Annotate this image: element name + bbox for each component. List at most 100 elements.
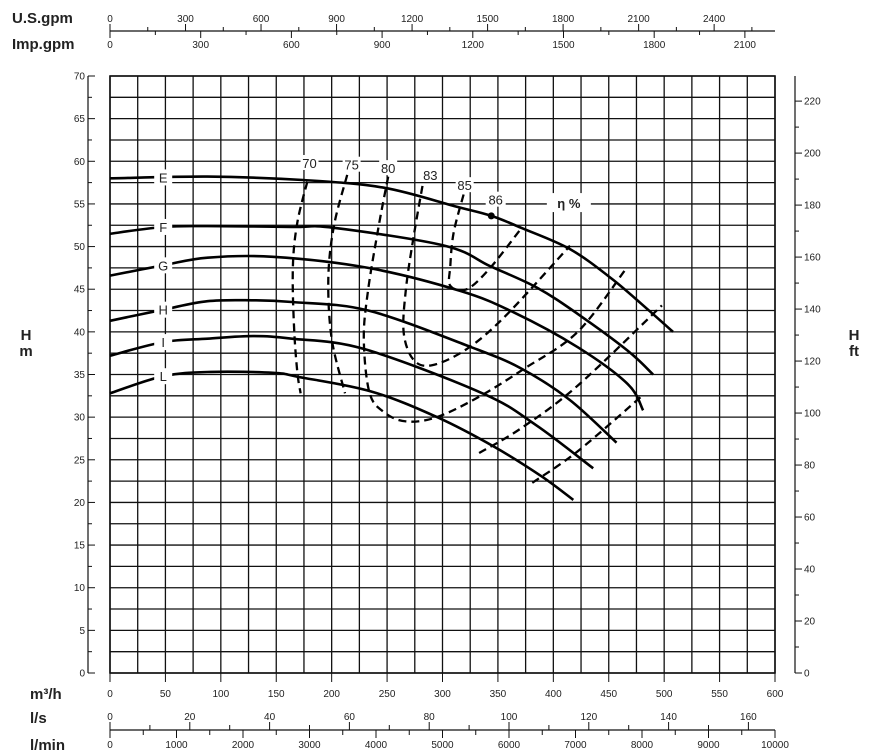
y-ft-tick-label: 140 bbox=[804, 305, 821, 316]
left-axis-title-h: H bbox=[21, 327, 32, 344]
y-tick-label: 45 bbox=[74, 285, 86, 296]
y-tick-label: 10 bbox=[74, 583, 86, 594]
x-tick-label: 450 bbox=[600, 689, 617, 700]
efficiency-line-70 bbox=[291, 181, 309, 394]
head-curves: E F G H I L bbox=[109, 169, 674, 501]
x-tick-label: 200 bbox=[323, 689, 340, 700]
right-axis-title-h: H bbox=[849, 327, 860, 344]
y-tick-label: 50 bbox=[74, 242, 86, 253]
y-tick-label: 0 bbox=[79, 669, 85, 680]
x-tick-label: 150 bbox=[268, 689, 285, 700]
us-gpm-tick-label: 1200 bbox=[401, 14, 424, 25]
us-gpm-tick-label: 2400 bbox=[703, 14, 726, 25]
us-gpm-tick-label: 300 bbox=[177, 14, 194, 25]
right-axis-title-ft: ft bbox=[849, 343, 859, 360]
ls-axis-title: l/s bbox=[30, 710, 47, 727]
efficiency-line-75 bbox=[478, 304, 663, 454]
y-tick-label: 25 bbox=[74, 455, 86, 466]
best-efficiency-point bbox=[487, 212, 495, 220]
curve-label-l: L bbox=[160, 369, 167, 384]
curve-label-bg bbox=[154, 334, 173, 351]
efficiency-label-bg bbox=[455, 177, 474, 193]
head-curve-e bbox=[109, 175, 674, 333]
lmin-tick-label: 7000 bbox=[564, 740, 587, 751]
imp-gpm-tick-label: 1800 bbox=[643, 40, 666, 51]
imp-gpm-tick-label: 0 bbox=[107, 40, 113, 51]
imp-gpm-tick-label: 300 bbox=[192, 40, 209, 51]
efficiency-label-83: 83 bbox=[423, 168, 437, 183]
y-ft-tick-label: 120 bbox=[804, 357, 821, 368]
lmin-tick-label: 6000 bbox=[498, 740, 521, 751]
y-tick-label: 5 bbox=[79, 626, 85, 637]
ls-tick-label: 100 bbox=[501, 712, 518, 723]
ls-tick-label: 40 bbox=[264, 712, 276, 723]
y-ft-tick-label: 0 bbox=[804, 669, 810, 680]
head-curve-f bbox=[109, 224, 654, 376]
ls-tick-label: 20 bbox=[184, 712, 196, 723]
x-tick-label: 500 bbox=[656, 689, 673, 700]
efficiency-label-bg bbox=[421, 166, 440, 182]
x-tick-label: 600 bbox=[767, 689, 784, 700]
efficiency-lines: 70 75 80 83 85 86 η % bbox=[291, 154, 663, 484]
head-curve-h bbox=[109, 298, 618, 444]
efficiency-label-75: 75 bbox=[344, 158, 358, 173]
y-ft-tick-label: 20 bbox=[804, 617, 816, 628]
ls-tick-label: 120 bbox=[580, 712, 597, 723]
efficiency-label-bg bbox=[300, 154, 319, 170]
lmin-tick-label: 4000 bbox=[365, 740, 388, 751]
y-tick-label: 40 bbox=[74, 327, 86, 338]
x-tick-label: 50 bbox=[160, 689, 172, 700]
m3h-axis-title: m³/h bbox=[30, 686, 62, 703]
efficiency-label-70: 70 bbox=[302, 156, 316, 171]
efficiency-line-80 bbox=[362, 176, 627, 423]
imp-gpm-tick-label: 2100 bbox=[734, 40, 757, 51]
imp-gpm-tick-label: 600 bbox=[283, 40, 300, 51]
y-tick-label: 65 bbox=[74, 114, 86, 125]
us-gpm-tick-label: 900 bbox=[328, 14, 345, 25]
curve-label-bg bbox=[154, 301, 173, 318]
imp-gpm-tick-label: 900 bbox=[374, 40, 391, 51]
lmin-tick-label: 9000 bbox=[697, 740, 720, 751]
y-ft-tick-label: 80 bbox=[804, 461, 816, 472]
head-curve-i bbox=[109, 334, 594, 470]
x-tick-label: 100 bbox=[212, 689, 229, 700]
ls-tick-label: 0 bbox=[107, 712, 113, 723]
lmin-axis-title: l/min bbox=[30, 737, 65, 754]
y-tick-label: 20 bbox=[74, 498, 86, 509]
x-tick-label: 550 bbox=[711, 689, 728, 700]
efficiency-label-80: 80 bbox=[381, 161, 395, 176]
us-gpm-tick-label: 1800 bbox=[552, 14, 575, 25]
bep-label: 86 bbox=[488, 193, 502, 208]
y-tick-label: 35 bbox=[74, 370, 86, 381]
us-gpm-tick-label: 0 bbox=[107, 14, 113, 25]
y-ft-tick-label: 40 bbox=[804, 565, 816, 576]
y-tick-label: 30 bbox=[74, 413, 86, 424]
x-tick-label: 250 bbox=[379, 689, 396, 700]
axes: 0 50 100 150 200 250 300 350 400 450 500 550 6000 20 4… bbox=[74, 14, 821, 751]
eta-label-bg bbox=[546, 193, 591, 213]
y-tick-label: 70 bbox=[74, 72, 86, 83]
ls-tick-label: 140 bbox=[660, 712, 677, 723]
labels: U.S.gpm Imp.gpm m³/h l/s l/min H m H ft bbox=[12, 10, 859, 754]
lmin-tick-label: 1000 bbox=[165, 740, 188, 751]
efficiency-line-70 bbox=[531, 394, 644, 484]
y-ft-tick-label: 60 bbox=[804, 513, 816, 524]
head-curve-g bbox=[109, 254, 645, 411]
lmin-tick-label: 2000 bbox=[232, 740, 255, 751]
us-gpm-tick-label: 2100 bbox=[627, 14, 650, 25]
efficiency-label-bg bbox=[342, 156, 361, 172]
us-gpm-tick-label: 600 bbox=[253, 14, 270, 25]
ls-tick-label: 160 bbox=[740, 712, 757, 723]
curve-label-f: F bbox=[159, 220, 167, 235]
curve-label-i: I bbox=[161, 335, 165, 350]
lmin-tick-label: 5000 bbox=[431, 740, 454, 751]
bep-label-bg bbox=[485, 191, 506, 207]
lmin-tick-label: 8000 bbox=[631, 740, 654, 751]
curve-label-e: E bbox=[159, 170, 168, 185]
imp-gpm-axis-title: Imp.gpm bbox=[12, 36, 75, 53]
lmin-tick-label: 3000 bbox=[298, 740, 321, 751]
efficiency-label-bg bbox=[379, 160, 398, 176]
efficiency-line-75 bbox=[327, 174, 349, 394]
curve-label-h: H bbox=[159, 303, 168, 318]
